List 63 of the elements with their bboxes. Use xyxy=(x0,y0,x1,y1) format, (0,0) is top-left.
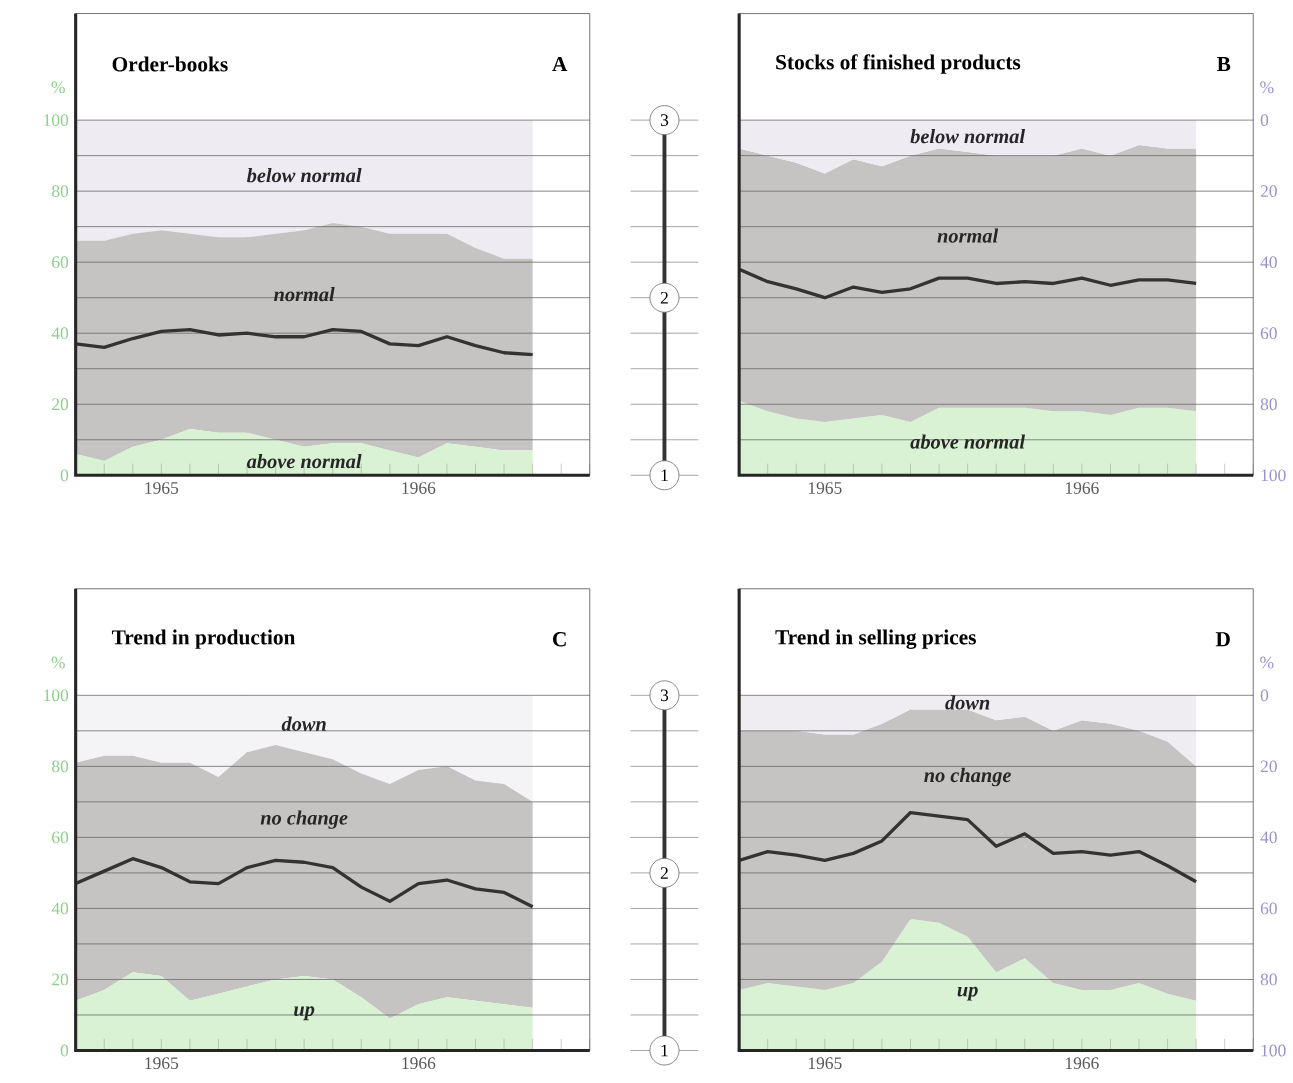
series-label: up xyxy=(957,986,978,1001)
y-tick-label: 80 xyxy=(52,760,69,773)
series-label: above normal xyxy=(910,434,1026,449)
y-tick-label: 20 xyxy=(1260,760,1277,773)
y-axis-title: % xyxy=(51,656,65,669)
series-label: down xyxy=(281,716,326,731)
y-tick-label: 40 xyxy=(51,327,69,339)
y-tick-label: 20 xyxy=(52,973,69,986)
x-tick-label: 1965 xyxy=(145,481,179,494)
y-tick-label: 40 xyxy=(1260,831,1277,844)
x-tick-label: 1966 xyxy=(1065,481,1099,494)
series-label: up xyxy=(294,1006,315,1020)
y-tick-label: 0 xyxy=(1260,689,1269,701)
text: Order-books xyxy=(112,56,228,72)
x-tick-label: 1965 xyxy=(808,481,842,494)
x-tick-label: 1965 xyxy=(145,1057,179,1069)
y-tick-label: 80 xyxy=(1260,973,1277,986)
series-label: no change xyxy=(924,767,1011,786)
y-tick-label: 80 xyxy=(52,185,69,197)
annotation: A xyxy=(552,56,568,71)
y-axis-title: % xyxy=(51,81,65,93)
y-tick-label: 20 xyxy=(52,398,69,410)
y-tick-label: 40 xyxy=(51,902,69,915)
y-tick-label: 100 xyxy=(1261,469,1286,481)
text: Trend in selling prices xyxy=(775,629,976,649)
y2-tick-label: 1 xyxy=(661,1044,668,1057)
y-tick-label: 100 xyxy=(44,113,69,126)
series-label: below normal xyxy=(910,128,1026,144)
line-series xyxy=(75,327,535,356)
y-tick-label: 60 xyxy=(52,831,69,844)
series-label: no change xyxy=(260,810,348,829)
series-label: down xyxy=(945,695,990,710)
y-tick-label: 0 xyxy=(60,1044,69,1057)
y-tick-label: 0 xyxy=(1260,113,1269,126)
text: Trend in production xyxy=(111,629,296,649)
y-tick-label: 0 xyxy=(60,469,69,481)
y-tick-label: 100 xyxy=(44,689,69,701)
x-tick-label: 1966 xyxy=(1065,1057,1099,1069)
annotation: B xyxy=(1217,56,1231,71)
y-tick-label: 80 xyxy=(1260,398,1277,410)
y2-tick-label: 2 xyxy=(660,291,668,304)
y2-tick-label: 3 xyxy=(660,114,669,126)
y2-tick-label: 3 xyxy=(660,689,669,701)
y-tick-label: 40 xyxy=(1260,256,1277,268)
y-tick-label: 60 xyxy=(1260,902,1277,915)
y-tick-label: 100 xyxy=(1261,1044,1286,1057)
y2-tick-label: 2 xyxy=(660,866,668,879)
annotation: D xyxy=(1215,631,1230,646)
y2-tick-label: 1 xyxy=(661,469,668,481)
y-tick-label: 60 xyxy=(1260,327,1277,339)
x-tick-label: 1965 xyxy=(808,1057,842,1069)
y-axis-title: % xyxy=(1260,656,1274,669)
x-tick-label: 1966 xyxy=(402,481,436,494)
y-tick-label: 20 xyxy=(1260,185,1277,197)
annotation: C xyxy=(553,631,566,647)
y-axis-title: % xyxy=(1260,81,1274,93)
series-label: normal xyxy=(937,228,999,243)
series-label: normal xyxy=(274,286,335,302)
series-label: above normal xyxy=(246,453,362,469)
x-tick-label: 1966 xyxy=(402,1057,436,1069)
y-tick-label: 60 xyxy=(52,256,69,268)
text: Stocks of finished products xyxy=(776,53,1021,74)
line-series xyxy=(75,856,535,909)
